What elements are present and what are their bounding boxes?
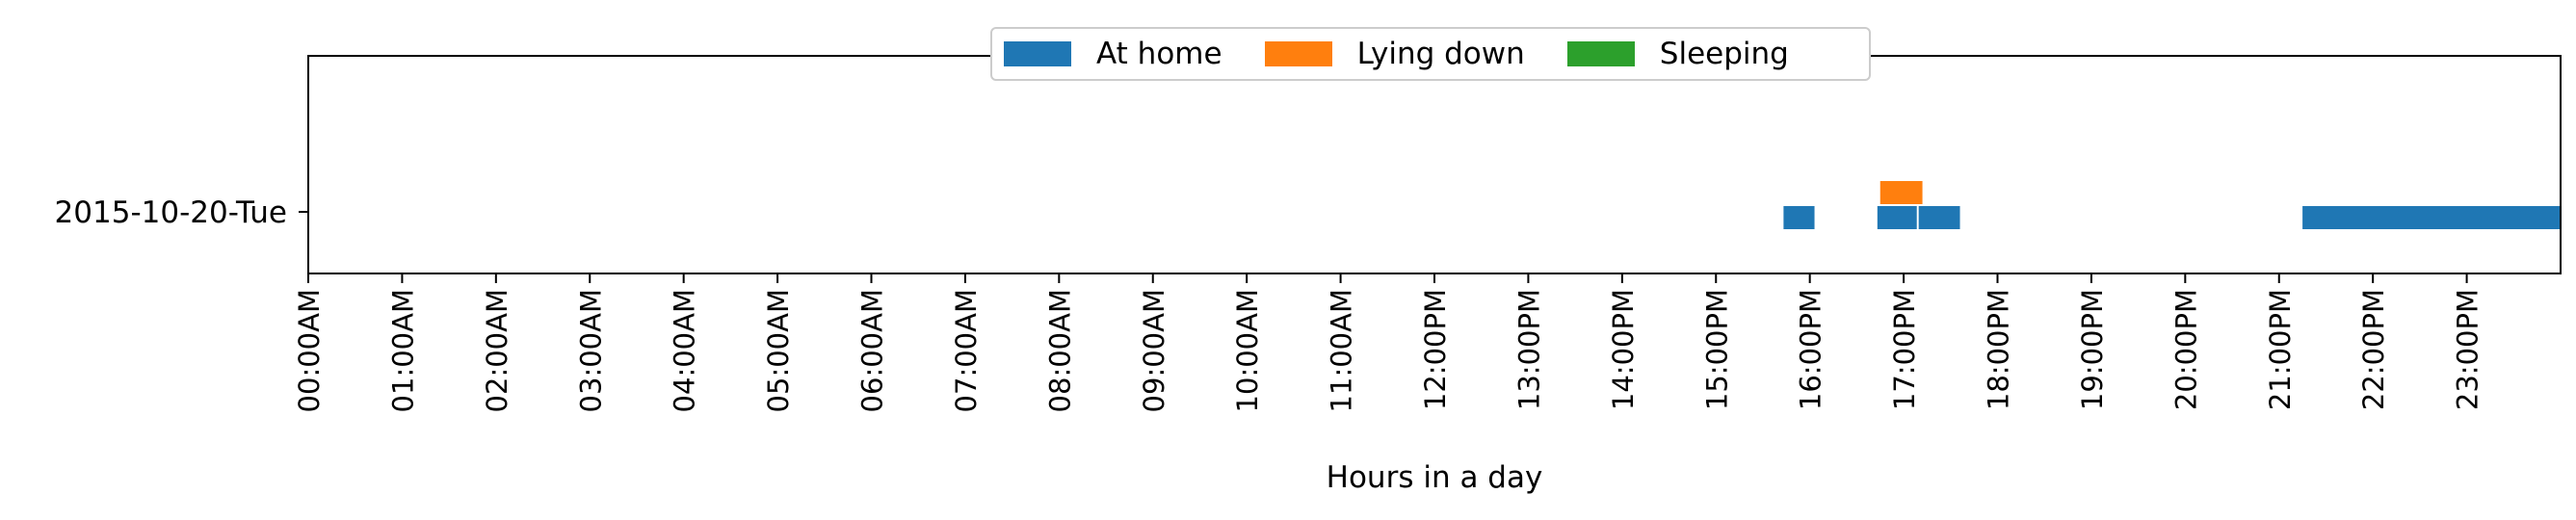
legend-swatch-at-home — [1004, 41, 1071, 66]
x-tick-label-5: 05:00AM — [762, 289, 795, 412]
legend-swatch-sleeping — [1566, 41, 1635, 66]
x-tick-label-3: 03:00AM — [574, 289, 607, 412]
x-tick-label-17: 17:00PM — [1888, 289, 1921, 410]
x-tick-label-0: 00:00AM — [293, 289, 326, 412]
legend-label-sleeping: Sleeping — [1659, 37, 1789, 71]
bar-at-home-0 — [1783, 206, 1815, 229]
x-tick-label-10: 10:00AM — [1231, 289, 1264, 412]
x-tick-label-14: 14:00PM — [1607, 289, 1640, 410]
x-tick-label-23: 23:00PM — [2452, 289, 2484, 410]
legend-swatch-lying-down — [1264, 41, 1332, 66]
x-tick-label-7: 07:00AM — [950, 289, 983, 412]
bar-at-home-1 — [1877, 206, 1917, 229]
x-tick-label-19: 19:00PM — [2076, 289, 2109, 410]
legend-label-at-home: At home — [1096, 37, 1222, 71]
x-tick-label-11: 11:00AM — [1326, 289, 1358, 412]
bar-at-home-3 — [2302, 206, 2561, 229]
y-tick-label-0: 2015-10-20-Tue — [55, 195, 287, 230]
x-tick-label-13: 13:00PM — [1512, 289, 1545, 410]
legend-item-lying-down: Lying down — [1264, 37, 1525, 71]
plot-frame — [307, 55, 2562, 274]
x-tick-label-6: 06:00AM — [856, 289, 889, 412]
legend-item-sleeping: Sleeping — [1566, 37, 1789, 71]
x-tick-label-4: 04:00AM — [669, 289, 701, 412]
bar-lying-down-0 — [1879, 181, 1923, 204]
x-tick-label-2: 02:00AM — [481, 289, 513, 412]
x-tick-label-9: 09:00AM — [1138, 289, 1170, 412]
x-tick-label-1: 01:00AM — [386, 289, 419, 412]
legend-label-lying-down: Lying down — [1356, 37, 1525, 71]
bar-at-home-2 — [1918, 206, 1960, 229]
x-tick-label-22: 22:00PM — [2357, 289, 2390, 410]
x-tick-label-16: 16:00PM — [1795, 289, 1827, 410]
legend: At home Lying down Sleeping — [990, 27, 1871, 81]
x-tick-label-18: 18:00PM — [1983, 289, 2015, 410]
x-tick-label-8: 08:00AM — [1043, 289, 1076, 412]
x-tick-label-20: 20:00PM — [2169, 289, 2202, 410]
legend-item-at-home: At home — [1004, 37, 1222, 71]
x-tick-label-21: 21:00PM — [2264, 289, 2297, 410]
x-tick-label-12: 12:00PM — [1419, 289, 1452, 410]
x-tick-label-15: 15:00PM — [1700, 289, 1733, 410]
x-axis-label: Hours in a day — [1327, 460, 1543, 495]
